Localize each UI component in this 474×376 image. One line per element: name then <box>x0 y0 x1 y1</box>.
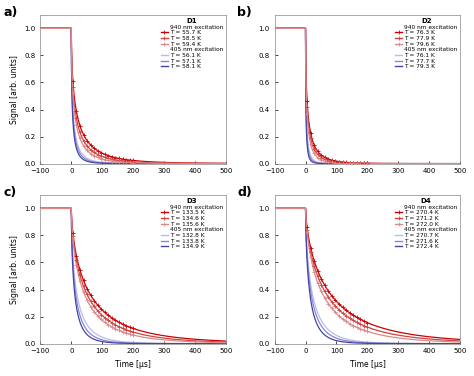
Text: d): d) <box>237 186 252 199</box>
Legend: 940 nm excitation, T = 55.7 K, T = 58.5 K, T = 59.4 K, 405 nm excitation, T = 56: 940 nm excitation, T = 55.7 K, T = 58.5 … <box>159 16 225 72</box>
X-axis label: Time [μs]: Time [μs] <box>349 360 385 369</box>
Legend: 940 nm excitation, T = 76.3 K, T = 77.9 K, T = 79.6 K, 405 nm excitation, T = 76: 940 nm excitation, T = 76.3 K, T = 77.9 … <box>393 16 459 72</box>
X-axis label: Time [μs]: Time [μs] <box>115 360 151 369</box>
Legend: 940 nm excitation, T = 133.5 K, T = 134.6 K, T = 135.6 K, 405 nm excitation, T =: 940 nm excitation, T = 133.5 K, T = 134.… <box>159 196 225 252</box>
Y-axis label: Signal [arb. units]: Signal [arb. units] <box>9 55 18 124</box>
Legend: 940 nm excitation, T = 270.4 K, T = 271.2 K, T = 272.0 K, 405 nm excitation, T =: 940 nm excitation, T = 270.4 K, T = 271.… <box>393 196 459 252</box>
Text: b): b) <box>237 6 252 19</box>
Text: a): a) <box>3 6 18 19</box>
Y-axis label: Signal [arb. units]: Signal [arb. units] <box>9 235 18 304</box>
Text: c): c) <box>3 186 17 199</box>
